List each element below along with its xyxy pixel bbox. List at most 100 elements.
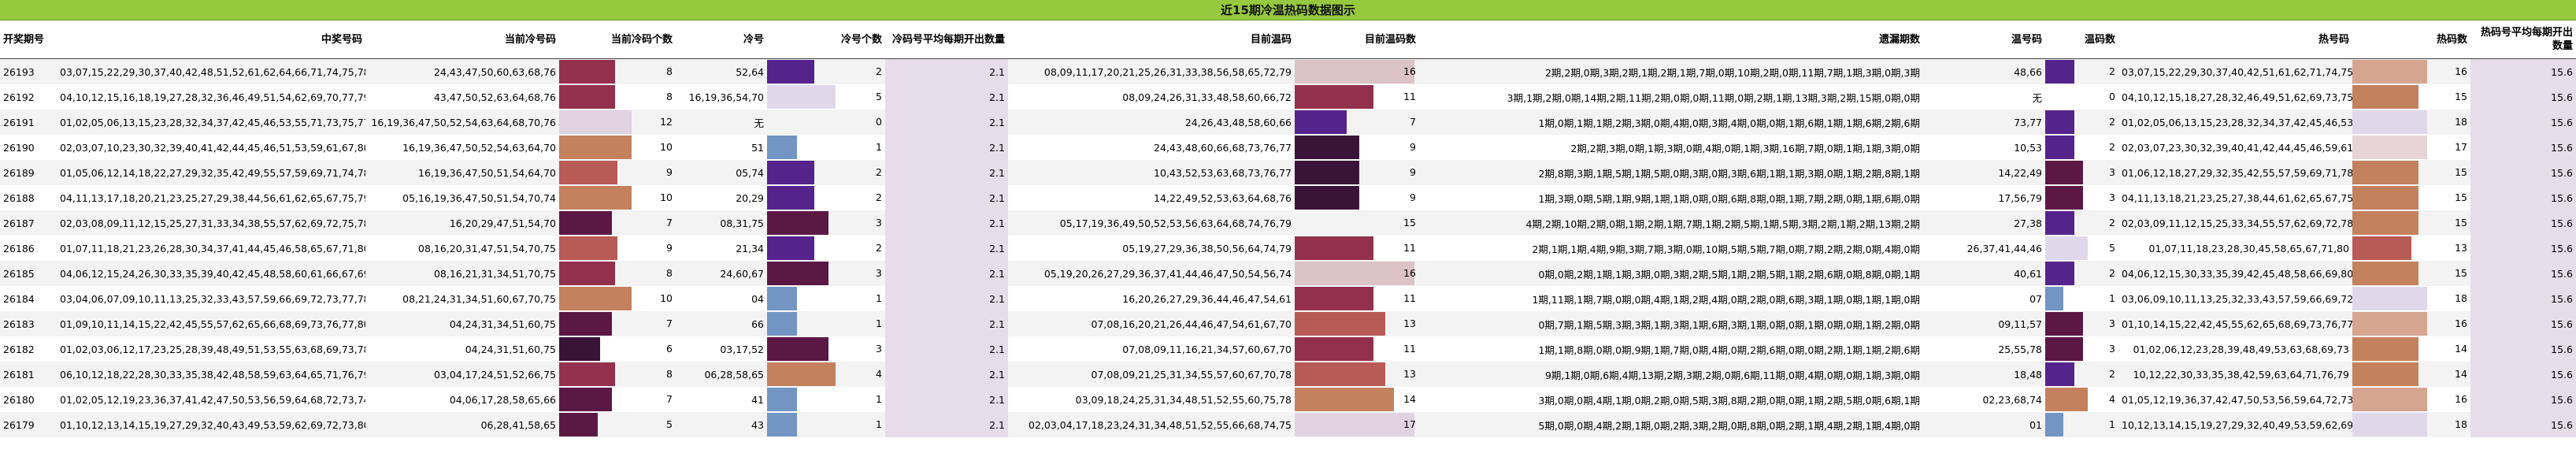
cold-nums-cell: 52,64 bbox=[676, 58, 767, 84]
cold-avg-cell: 2.1 bbox=[885, 58, 1008, 84]
hot-count-cell-value: 16 bbox=[2455, 65, 2467, 77]
miss-cell: 2期,1期,1期,4期,9期,3期,7期,3期,0期,10期,5期,5期,7期,… bbox=[1532, 243, 1920, 255]
col-header-hot-avg: 热码号平均每期开出数量 bbox=[2470, 20, 2576, 59]
hot-count-cell-bar bbox=[2352, 262, 2418, 285]
cold-count-cell-bar bbox=[559, 161, 617, 184]
col-header-miss: 遗漏期数 bbox=[1419, 20, 1923, 59]
warm-num-count-cell: 2 bbox=[2045, 110, 2118, 135]
cold-codes-cell: 08,16,20,31,47,51,54,70,75 bbox=[418, 242, 556, 254]
miss-cell: 3期,1期,2期,0期,14期,2期,11期,2期,0期,0期,11期,0期,2… bbox=[1507, 91, 1920, 104]
cold-num-count-cell-bar bbox=[767, 186, 814, 210]
hot-count-cell: 15 bbox=[2352, 84, 2470, 110]
hot-avg-cell: 15.6 bbox=[2470, 58, 2576, 84]
cold-num-count-cell-value: 2 bbox=[876, 191, 882, 203]
warm-count-cell-bar bbox=[1295, 60, 1414, 84]
hot-count-cell: 15 bbox=[2352, 185, 2470, 210]
col-header-cold-num-count: 冷号个数 bbox=[767, 20, 885, 59]
period-cell: 26181 bbox=[0, 362, 57, 387]
hot-count-cell-bar bbox=[2352, 362, 2418, 386]
cold-count-cell-value: 8 bbox=[666, 267, 673, 279]
col-header-winning: 中奖号码 bbox=[57, 20, 365, 59]
cold-avg-cell: 2.1 bbox=[885, 84, 1008, 110]
period-cell: 26184 bbox=[3, 292, 35, 305]
cold-nums-cell: 66 bbox=[676, 311, 767, 336]
cold-nums-cell: 08,31,75 bbox=[676, 210, 767, 236]
cold-num-count-cell-bar bbox=[767, 85, 836, 109]
hot-avg-cell: 15.6 bbox=[2470, 160, 2576, 185]
warm-nums-cell: 07 bbox=[2029, 292, 2042, 305]
cold-num-count-cell-value: 4 bbox=[876, 368, 882, 380]
warm-num-count-cell-value: 2 bbox=[2109, 141, 2115, 153]
cold-nums-cell: 03,17,52 bbox=[720, 343, 764, 355]
hot-avg-cell: 15.6 bbox=[2470, 110, 2576, 135]
cold-count-cell: 10 bbox=[559, 135, 676, 160]
miss-cell: 3期,0期,0期,4期,1期,0期,2期,0期,5期,3期,8期,2期,0期,0… bbox=[1538, 394, 1920, 407]
cold-nums-cell: 04 bbox=[751, 292, 764, 305]
warm-codes-cell: 16,20,26,27,29,36,44,46,47,54,61 bbox=[1122, 292, 1292, 305]
warm-codes-cell: 03,09,18,24,25,31,34,48,51,52,55,60,75,7… bbox=[1075, 393, 1292, 406]
warm-count-cell-value: 9 bbox=[1410, 191, 1416, 203]
warm-count-cell-bar bbox=[1295, 362, 1386, 386]
warm-num-count-cell-value: 2 bbox=[2109, 217, 2115, 228]
table-row: 26186 01,07,11,18,21,23,26,28,30,34,37,41… bbox=[0, 236, 2576, 261]
warm-num-count-cell-bar bbox=[2045, 136, 2075, 159]
cold-count-cell: 8 bbox=[559, 58, 676, 84]
cold-count-cell-value: 10 bbox=[660, 191, 673, 203]
cold-num-count-cell-bar bbox=[767, 312, 797, 336]
warm-num-count-cell-value: 3 bbox=[2109, 166, 2115, 178]
cold-count-cell-bar bbox=[559, 337, 600, 361]
hot-count-cell-value: 15 bbox=[2455, 191, 2467, 203]
warm-count-cell-value: 13 bbox=[1403, 318, 1416, 329]
hot-count-cell-value: 14 bbox=[2455, 343, 2467, 355]
warm-nums-cell: 10,53 bbox=[2014, 141, 2042, 154]
hot-avg-cell: 15.6 bbox=[2470, 261, 2576, 286]
warm-count-cell-value: 11 bbox=[1403, 242, 1416, 254]
warm-count-cell-value: 9 bbox=[1410, 141, 1416, 153]
warm-count-cell: 13 bbox=[1295, 362, 1419, 387]
table-row: 26193 03,07,15,22,29,30,37,40,42,48,51,52… bbox=[0, 58, 2576, 84]
cold-nums-cell: 16,19,36,54,70 bbox=[688, 91, 764, 103]
col-header-cold-nums: 冷号 bbox=[676, 20, 767, 59]
winning-cell: 01,02,05,12,19,23,36,37,41,42,47,50,53,5… bbox=[60, 393, 365, 406]
warm-count-cell: 13 bbox=[1295, 311, 1419, 336]
hot-count-cell: 17 bbox=[2352, 135, 2470, 160]
cold-num-count-cell-bar bbox=[767, 388, 797, 411]
cold-avg-cell: 2.1 bbox=[885, 336, 1008, 362]
cold-count-cell: 9 bbox=[559, 160, 676, 185]
hot-count-cell-value: 14 bbox=[2455, 368, 2467, 380]
cold-num-count-cell: 3 bbox=[767, 261, 885, 286]
cold-count-cell-bar bbox=[559, 362, 616, 386]
cold-count-cell: 8 bbox=[559, 84, 676, 110]
cold-num-count-cell: 2 bbox=[767, 160, 885, 185]
hot-codes-cell: 04,11,13,18,21,23,25,27,38,44,61,62,65,6… bbox=[2122, 191, 2352, 204]
hot-count-cell: 14 bbox=[2352, 336, 2470, 362]
cold-avg-cell: 2.1 bbox=[885, 261, 1008, 286]
cold-num-count-cell-bar bbox=[767, 262, 828, 285]
winning-cell: 02,03,07,10,23,30,32,39,40,41,42,44,45,4… bbox=[60, 141, 365, 154]
header-row: 开奖期号 中奖号码 当前冷号码 当前冷码个数 冷号 冷号个数 冷码号平均每期开出… bbox=[0, 20, 2576, 59]
warm-count-cell-bar bbox=[1295, 161, 1360, 184]
warm-count-cell: 11 bbox=[1295, 84, 1419, 110]
hot-count-cell-value: 16 bbox=[2455, 318, 2467, 329]
col-header-warm-nums: 温号码 bbox=[1923, 20, 2045, 59]
warm-num-count-cell: 2 bbox=[2045, 135, 2118, 160]
cold-count-cell-value: 7 bbox=[666, 217, 673, 228]
warm-nums-cell: 18,48 bbox=[1923, 362, 2045, 387]
cold-count-cell-bar bbox=[559, 312, 612, 336]
warm-count-cell-value: 11 bbox=[1403, 91, 1416, 102]
warm-nums-cell: 26,37,41,44,46 bbox=[1966, 242, 2042, 254]
warm-count-cell-value: 11 bbox=[1403, 343, 1416, 355]
cold-codes-cell: 16,19,36,47,50,52,54,63,64,68,70,76 bbox=[365, 110, 559, 135]
warm-num-count-cell-value: 3 bbox=[2109, 318, 2115, 329]
warm-num-count-cell: 4 bbox=[2045, 387, 2118, 412]
hot-count-cell: 15 bbox=[2352, 261, 2470, 286]
cold-count-cell-bar bbox=[559, 136, 632, 159]
cold-num-count-cell-value: 5 bbox=[876, 91, 882, 102]
warm-nums-cell: 09,11,57 bbox=[1923, 311, 2045, 336]
period-cell: 26186 bbox=[3, 242, 35, 254]
hot-count-cell-value: 15 bbox=[2455, 166, 2467, 178]
hot-codes-cell: 03,07,15,22,29,30,37,40,42,51,61,62,71,7… bbox=[2118, 58, 2352, 84]
miss-cell: 1期,11期,1期,7期,0期,0期,4期,1期,2期,4期,0期,2期,0期,… bbox=[1532, 293, 1920, 306]
cold-count-cell: 8 bbox=[559, 261, 676, 286]
cold-nums-cell: 43 bbox=[676, 412, 767, 437]
